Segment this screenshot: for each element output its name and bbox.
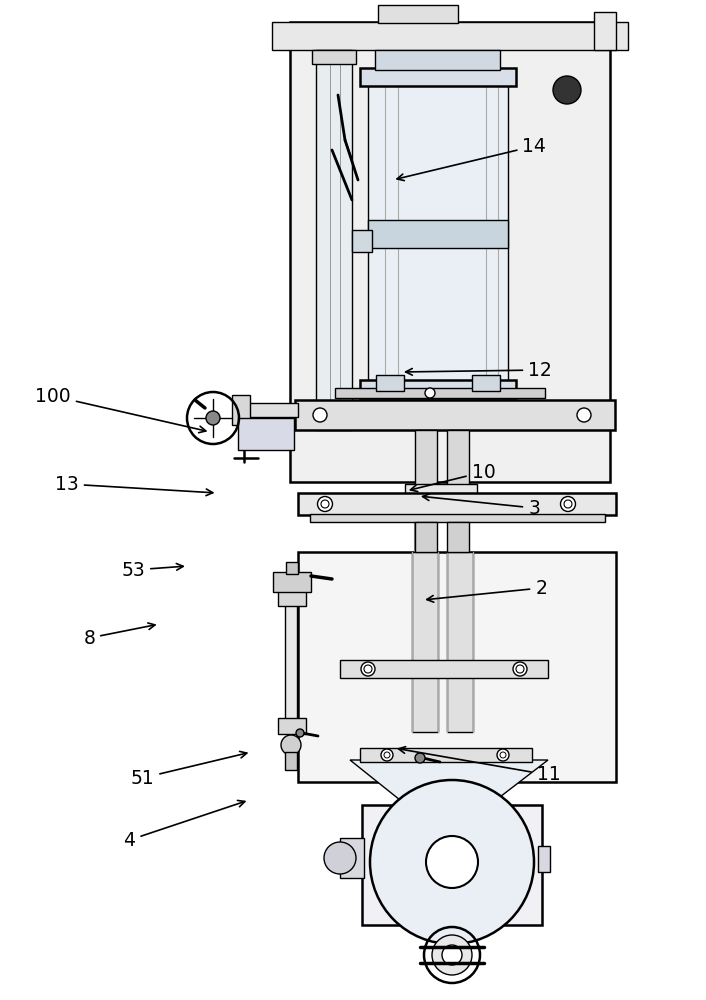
Circle shape bbox=[318, 496, 333, 512]
Bar bbox=[352, 230, 372, 252]
Bar bbox=[472, 375, 500, 391]
Text: 8: 8 bbox=[83, 623, 155, 648]
Circle shape bbox=[442, 945, 462, 965]
Circle shape bbox=[426, 836, 478, 888]
Bar bbox=[285, 600, 297, 720]
Bar bbox=[376, 375, 404, 391]
Circle shape bbox=[497, 749, 509, 761]
Circle shape bbox=[206, 411, 220, 425]
Text: 100: 100 bbox=[35, 386, 206, 433]
Bar bbox=[240, 403, 298, 417]
Bar bbox=[232, 395, 250, 425]
Bar bbox=[273, 572, 311, 592]
Circle shape bbox=[561, 496, 575, 512]
Bar bbox=[286, 562, 298, 574]
Bar bbox=[316, 50, 352, 430]
Bar bbox=[298, 493, 616, 515]
Circle shape bbox=[432, 935, 472, 975]
Bar bbox=[378, 5, 458, 23]
Circle shape bbox=[313, 408, 327, 422]
Bar bbox=[278, 718, 306, 734]
Bar bbox=[310, 514, 605, 522]
Bar bbox=[312, 50, 356, 64]
Bar bbox=[340, 660, 548, 678]
Bar bbox=[272, 22, 628, 50]
Bar bbox=[295, 400, 615, 430]
Bar bbox=[368, 82, 508, 382]
Bar bbox=[360, 68, 516, 86]
Circle shape bbox=[361, 662, 375, 676]
Bar bbox=[290, 22, 610, 482]
Circle shape bbox=[425, 388, 435, 398]
Bar bbox=[368, 220, 508, 248]
Circle shape bbox=[381, 749, 393, 761]
Bar bbox=[360, 380, 516, 398]
Circle shape bbox=[296, 729, 304, 737]
Circle shape bbox=[553, 76, 581, 104]
Bar bbox=[447, 430, 469, 485]
Text: 2: 2 bbox=[427, 578, 547, 602]
Text: 4: 4 bbox=[124, 800, 245, 850]
Bar bbox=[415, 430, 437, 485]
Text: 12: 12 bbox=[406, 360, 552, 379]
Bar bbox=[335, 388, 545, 398]
Bar bbox=[447, 522, 469, 552]
Text: 51: 51 bbox=[131, 751, 247, 788]
Circle shape bbox=[513, 662, 527, 676]
Bar bbox=[405, 484, 477, 494]
Bar bbox=[298, 552, 616, 782]
Text: 10: 10 bbox=[410, 462, 496, 492]
Bar bbox=[285, 752, 297, 770]
Circle shape bbox=[324, 842, 356, 874]
Text: 3: 3 bbox=[423, 494, 540, 518]
Circle shape bbox=[577, 408, 591, 422]
Bar bbox=[375, 50, 500, 70]
Polygon shape bbox=[350, 760, 548, 800]
Circle shape bbox=[281, 735, 301, 755]
Bar bbox=[340, 838, 364, 878]
Circle shape bbox=[370, 780, 534, 944]
Bar bbox=[412, 552, 438, 732]
Bar bbox=[415, 522, 437, 552]
Circle shape bbox=[415, 753, 425, 763]
Bar bbox=[238, 418, 294, 450]
Text: 13: 13 bbox=[55, 475, 213, 496]
Bar bbox=[538, 846, 550, 872]
Bar bbox=[594, 12, 616, 50]
Bar bbox=[360, 748, 532, 762]
Bar bbox=[362, 805, 542, 925]
Text: 11: 11 bbox=[398, 747, 561, 784]
Text: 53: 53 bbox=[121, 560, 183, 580]
Bar bbox=[278, 590, 306, 606]
Bar bbox=[447, 552, 473, 732]
Text: 14: 14 bbox=[397, 136, 546, 181]
